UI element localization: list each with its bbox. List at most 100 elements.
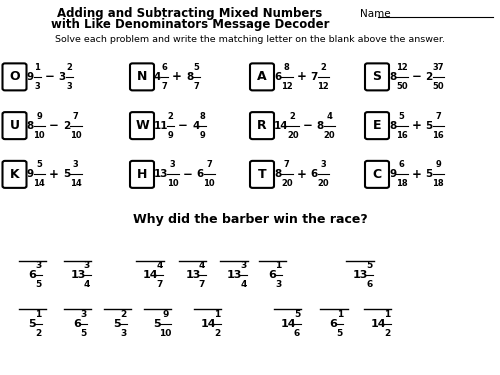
Text: 5: 5 (36, 160, 42, 170)
Text: 14: 14 (200, 319, 216, 328)
Text: 1: 1 (34, 63, 40, 72)
Text: 8: 8 (274, 170, 281, 179)
Text: H: H (137, 168, 147, 181)
Text: +: + (49, 168, 59, 181)
Text: 8: 8 (284, 63, 290, 72)
Text: 8: 8 (389, 121, 396, 130)
Text: S: S (372, 70, 382, 83)
Text: 18: 18 (396, 179, 407, 188)
Text: K: K (10, 168, 20, 181)
FancyBboxPatch shape (250, 112, 274, 139)
Text: 6: 6 (73, 319, 80, 328)
Text: +: + (172, 70, 182, 83)
Text: 13: 13 (70, 270, 86, 280)
Text: R: R (257, 119, 267, 132)
Text: 1: 1 (336, 310, 343, 319)
Text: 3: 3 (35, 261, 42, 270)
Text: 7: 7 (73, 112, 78, 121)
Text: 3: 3 (73, 160, 78, 170)
Text: 3: 3 (240, 261, 246, 270)
Text: +: + (412, 119, 422, 132)
FancyBboxPatch shape (130, 112, 154, 139)
Text: 20: 20 (318, 179, 329, 188)
Text: −: − (302, 119, 312, 132)
Text: 13: 13 (353, 270, 368, 280)
Text: N: N (137, 70, 147, 83)
Text: 9: 9 (26, 72, 34, 82)
Text: 6: 6 (310, 170, 318, 179)
Text: 16: 16 (432, 130, 444, 140)
Text: 10: 10 (204, 179, 215, 188)
Text: 3: 3 (275, 280, 281, 289)
Text: 12: 12 (281, 82, 292, 91)
Text: 7: 7 (194, 82, 200, 91)
Text: 6: 6 (399, 160, 404, 170)
FancyBboxPatch shape (365, 112, 389, 139)
Text: 3: 3 (84, 261, 90, 270)
Text: 5: 5 (63, 170, 70, 179)
Text: 12: 12 (396, 63, 407, 72)
Text: 5: 5 (112, 319, 120, 328)
Text: 12: 12 (318, 82, 329, 91)
Text: 1: 1 (275, 261, 281, 270)
Text: 10: 10 (167, 179, 178, 188)
Text: 2: 2 (384, 328, 390, 338)
Text: 37: 37 (432, 63, 444, 72)
Text: 9: 9 (162, 310, 168, 319)
Text: 4: 4 (199, 261, 205, 270)
Text: 5: 5 (426, 170, 433, 179)
Text: −: − (178, 119, 188, 132)
Text: −: − (49, 119, 59, 132)
Text: 2: 2 (426, 72, 433, 82)
Text: 8: 8 (200, 112, 205, 121)
Text: 8: 8 (316, 121, 324, 130)
Text: 6: 6 (268, 270, 276, 280)
Text: 7: 7 (310, 72, 318, 82)
FancyBboxPatch shape (130, 63, 154, 90)
Text: 9: 9 (389, 170, 396, 179)
Text: 13: 13 (186, 270, 201, 280)
Text: C: C (372, 168, 382, 181)
Text: +: + (296, 70, 306, 83)
Text: 5: 5 (80, 328, 86, 338)
Text: 5: 5 (294, 310, 300, 319)
FancyBboxPatch shape (250, 161, 274, 188)
Text: 2: 2 (320, 63, 326, 72)
FancyBboxPatch shape (365, 161, 389, 188)
FancyBboxPatch shape (250, 63, 274, 90)
Text: Why did the barber win the race?: Why did the barber win the race? (132, 213, 368, 226)
Text: 6: 6 (366, 280, 372, 289)
Text: 7: 7 (199, 280, 205, 289)
Text: W: W (135, 119, 149, 132)
Text: 20: 20 (324, 130, 335, 140)
Text: O: O (9, 70, 20, 83)
Text: 7: 7 (162, 82, 168, 91)
Text: 4: 4 (192, 121, 200, 130)
Text: 5: 5 (194, 63, 200, 72)
Text: 3: 3 (80, 310, 86, 319)
Text: Adding and Subtracting Mixed Numbers: Adding and Subtracting Mixed Numbers (58, 7, 322, 20)
Text: T: T (258, 168, 266, 181)
Text: 7: 7 (156, 280, 162, 289)
Text: 5: 5 (426, 121, 433, 130)
Text: 6: 6 (274, 72, 281, 82)
Text: 3: 3 (58, 72, 66, 82)
Text: 10: 10 (160, 328, 172, 338)
Text: 11: 11 (154, 121, 168, 130)
Text: 9: 9 (436, 160, 441, 170)
Text: 3: 3 (170, 160, 175, 170)
Text: 3: 3 (34, 82, 40, 91)
Text: 50: 50 (432, 82, 444, 91)
Text: 2: 2 (120, 310, 126, 319)
Text: 14: 14 (70, 179, 82, 188)
Text: 1: 1 (384, 310, 390, 319)
Text: 14: 14 (143, 270, 158, 280)
Text: 14: 14 (370, 319, 386, 328)
Text: 5: 5 (366, 261, 372, 270)
Text: 7: 7 (206, 160, 212, 170)
Text: 5: 5 (28, 319, 36, 328)
FancyBboxPatch shape (2, 112, 26, 139)
FancyBboxPatch shape (2, 161, 26, 188)
Text: 14: 14 (34, 179, 45, 188)
Text: 5: 5 (336, 328, 343, 338)
